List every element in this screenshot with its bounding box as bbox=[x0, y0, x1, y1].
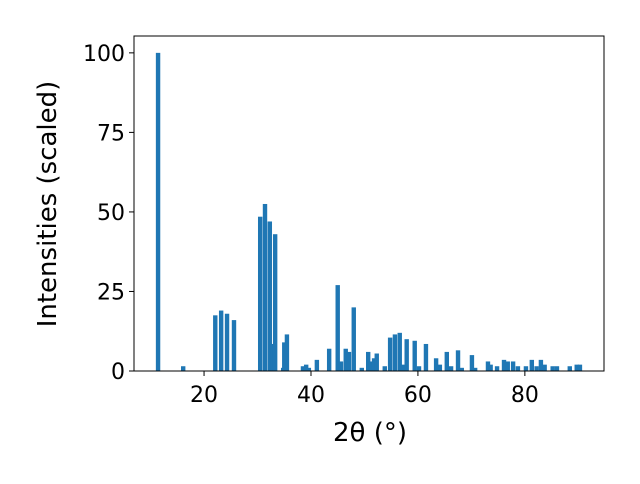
bar bbox=[306, 367, 312, 371]
bar bbox=[155, 52, 161, 371]
bar bbox=[423, 343, 429, 371]
bar bbox=[501, 359, 507, 371]
bar bbox=[282, 342, 287, 371]
bar bbox=[488, 364, 493, 371]
bar bbox=[300, 366, 306, 371]
bar bbox=[343, 348, 348, 371]
bar bbox=[472, 367, 478, 371]
bar bbox=[577, 364, 583, 371]
bar bbox=[382, 366, 387, 371]
bar bbox=[272, 234, 278, 371]
bar bbox=[444, 351, 449, 371]
x-tick-label: 40 bbox=[297, 383, 325, 408]
bar bbox=[510, 361, 516, 371]
bar bbox=[529, 359, 535, 371]
bar bbox=[437, 364, 443, 371]
y-tick-label: 25 bbox=[97, 280, 125, 305]
bar bbox=[257, 216, 263, 371]
bar bbox=[416, 366, 422, 371]
bar bbox=[368, 361, 374, 371]
x-axis-label: 2θ (°) bbox=[333, 418, 407, 448]
y-tick-label: 100 bbox=[83, 42, 125, 67]
bar bbox=[397, 332, 402, 371]
bar bbox=[412, 340, 417, 371]
y-tick-label: 50 bbox=[97, 201, 125, 226]
bar bbox=[335, 285, 340, 371]
bar bbox=[351, 307, 356, 371]
x-tick-label: 20 bbox=[190, 383, 218, 408]
bar bbox=[231, 320, 237, 371]
bar bbox=[218, 310, 224, 371]
bar bbox=[455, 350, 461, 371]
x-tick-label: 60 bbox=[404, 383, 432, 408]
bar bbox=[542, 364, 547, 371]
bar bbox=[338, 361, 344, 371]
bar bbox=[224, 313, 230, 371]
bar bbox=[469, 355, 475, 371]
y-tick-label: 0 bbox=[111, 360, 125, 385]
bar bbox=[387, 337, 393, 371]
bar bbox=[567, 366, 572, 371]
bar bbox=[538, 359, 544, 371]
bar bbox=[459, 367, 464, 371]
plot-frame bbox=[133, 35, 605, 372]
bar bbox=[346, 351, 352, 371]
x-tick-label: 80 bbox=[511, 383, 539, 408]
y-axis-label: Intensities (scaled) bbox=[33, 81, 63, 328]
bar bbox=[433, 358, 439, 371]
bar bbox=[534, 366, 539, 371]
bar bbox=[284, 334, 290, 371]
bar bbox=[267, 221, 273, 371]
bar bbox=[505, 361, 510, 371]
y-tick-label: 75 bbox=[97, 121, 125, 146]
bar bbox=[180, 366, 186, 371]
bar bbox=[374, 353, 379, 371]
bar bbox=[554, 366, 560, 371]
bar bbox=[392, 334, 398, 371]
bar bbox=[485, 361, 491, 371]
bar bbox=[523, 366, 529, 371]
bar bbox=[400, 364, 406, 371]
bar bbox=[574, 364, 579, 371]
bar bbox=[359, 367, 364, 371]
bar bbox=[448, 366, 454, 371]
bar bbox=[365, 351, 371, 371]
bar bbox=[326, 348, 332, 371]
bar bbox=[494, 366, 500, 371]
bar bbox=[404, 339, 409, 371]
bar bbox=[213, 315, 218, 371]
bar bbox=[303, 364, 309, 371]
bar bbox=[371, 358, 377, 371]
bar bbox=[262, 203, 268, 371]
bar bbox=[550, 366, 555, 371]
bar bbox=[314, 359, 320, 371]
bar bbox=[515, 366, 521, 371]
